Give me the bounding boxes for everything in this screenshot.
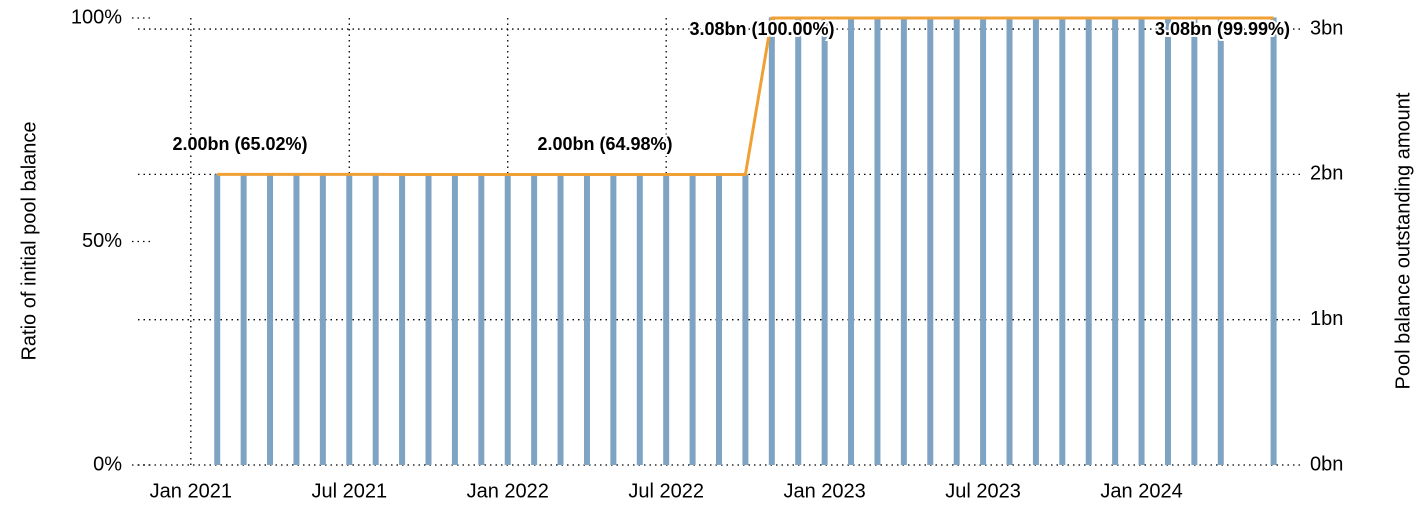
bar [1006,17,1013,465]
x-tick-label: Jul 2023 [945,480,1021,502]
bar [1138,17,1145,465]
x-tick-label: Jan 2021 [150,480,232,502]
bar [689,174,696,466]
bar [1164,17,1171,465]
bar [927,17,934,465]
x-tick-label: Jan 2023 [783,480,865,502]
bar [742,174,749,466]
bar [557,174,564,466]
x-tick-label: Jul 2022 [628,480,704,502]
bar [1191,17,1198,465]
bar [583,174,590,466]
bar [821,17,828,465]
bar [504,174,511,466]
bar [293,174,300,466]
annotation: 3.08bn (99.99%) [1155,19,1290,39]
bar [1032,17,1039,465]
bar [874,17,881,465]
y-tick-label: 0% [93,453,122,475]
bar [795,17,802,465]
bar [1085,17,1092,465]
bar [768,17,775,465]
y2-tick-label: 3bn [1310,17,1343,39]
bar [716,174,722,466]
bar [953,17,960,465]
bar [1270,17,1277,465]
bar [1217,17,1224,465]
bar [319,174,326,466]
bar [240,174,247,466]
y2-tick-label: 0bn [1310,453,1343,475]
bar [980,17,987,465]
x-tick-label: Jul 2021 [311,480,387,502]
y2-axis-label: Pool balance outstanding amount [1392,92,1414,389]
bar [346,174,353,466]
bar [1112,17,1119,465]
bar [451,174,458,466]
bar [848,17,855,465]
bar [267,174,274,466]
x-tick-label: Jan 2024 [1100,480,1182,502]
bar [1059,17,1066,465]
y-tick-label: 100% [71,6,122,28]
bar [900,17,907,465]
bar [610,174,617,466]
y2-tick-label: 1bn [1310,308,1343,330]
bar [372,174,379,466]
y-axis-label: Ratio of initial pool balance [18,121,40,360]
annotation: 3.08bn (100.00%) [689,19,834,39]
line [217,16,1274,177]
bar [636,174,643,466]
y-tick-label: 50% [82,230,122,252]
x-tick-label: Jan 2022 [467,480,549,502]
bar [425,174,432,466]
annotation: 2.00bn (65.02%) [172,134,307,154]
y2-tick-label: 2bn [1310,163,1343,185]
annotation: 2.00bn (64.98%) [537,134,672,154]
bar [478,174,485,466]
bar [214,174,221,466]
bar [663,174,670,466]
bar [531,174,538,466]
bar [399,174,406,466]
